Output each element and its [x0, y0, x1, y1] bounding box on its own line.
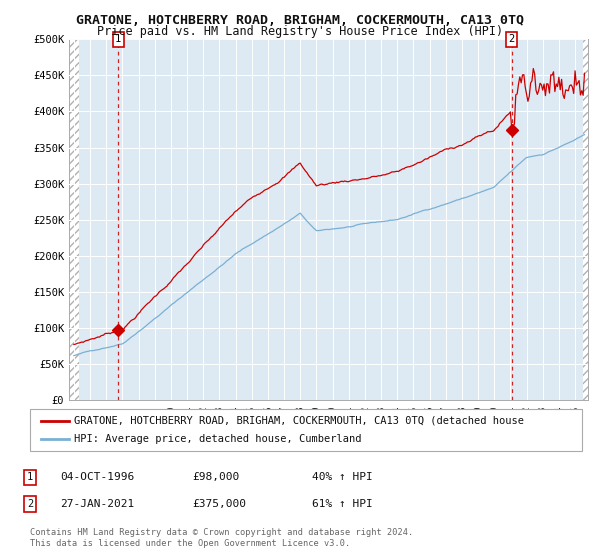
Text: £375,000: £375,000 [192, 499, 246, 509]
FancyBboxPatch shape [30, 409, 582, 451]
Text: 1: 1 [115, 34, 121, 44]
Text: 27-JAN-2021: 27-JAN-2021 [60, 499, 134, 509]
Text: GRATONE, HOTCHBERRY ROAD, BRIGHAM, COCKERMOUTH, CA13 0TQ: GRATONE, HOTCHBERRY ROAD, BRIGHAM, COCKE… [76, 14, 524, 27]
Text: 1: 1 [27, 472, 33, 482]
Text: Contains HM Land Registry data © Crown copyright and database right 2024.: Contains HM Land Registry data © Crown c… [30, 528, 413, 536]
Text: GRATONE, HOTCHBERRY ROAD, BRIGHAM, COCKERMOUTH, CA13 0TQ (detached house: GRATONE, HOTCHBERRY ROAD, BRIGHAM, COCKE… [74, 416, 524, 426]
Bar [583, 39, 588, 400]
Text: 2: 2 [27, 499, 33, 509]
Bar [69, 39, 79, 400]
Text: 40% ↑ HPI: 40% ↑ HPI [312, 472, 373, 482]
Text: Price paid vs. HM Land Registry's House Price Index (HPI): Price paid vs. HM Land Registry's House … [97, 25, 503, 38]
Text: HPI: Average price, detached house, Cumberland: HPI: Average price, detached house, Cumb… [74, 434, 362, 444]
Text: £98,000: £98,000 [192, 472, 239, 482]
Text: 2: 2 [508, 34, 515, 44]
Text: 61% ↑ HPI: 61% ↑ HPI [312, 499, 373, 509]
Text: 04-OCT-1996: 04-OCT-1996 [60, 472, 134, 482]
Text: This data is licensed under the Open Government Licence v3.0.: This data is licensed under the Open Gov… [30, 539, 350, 548]
